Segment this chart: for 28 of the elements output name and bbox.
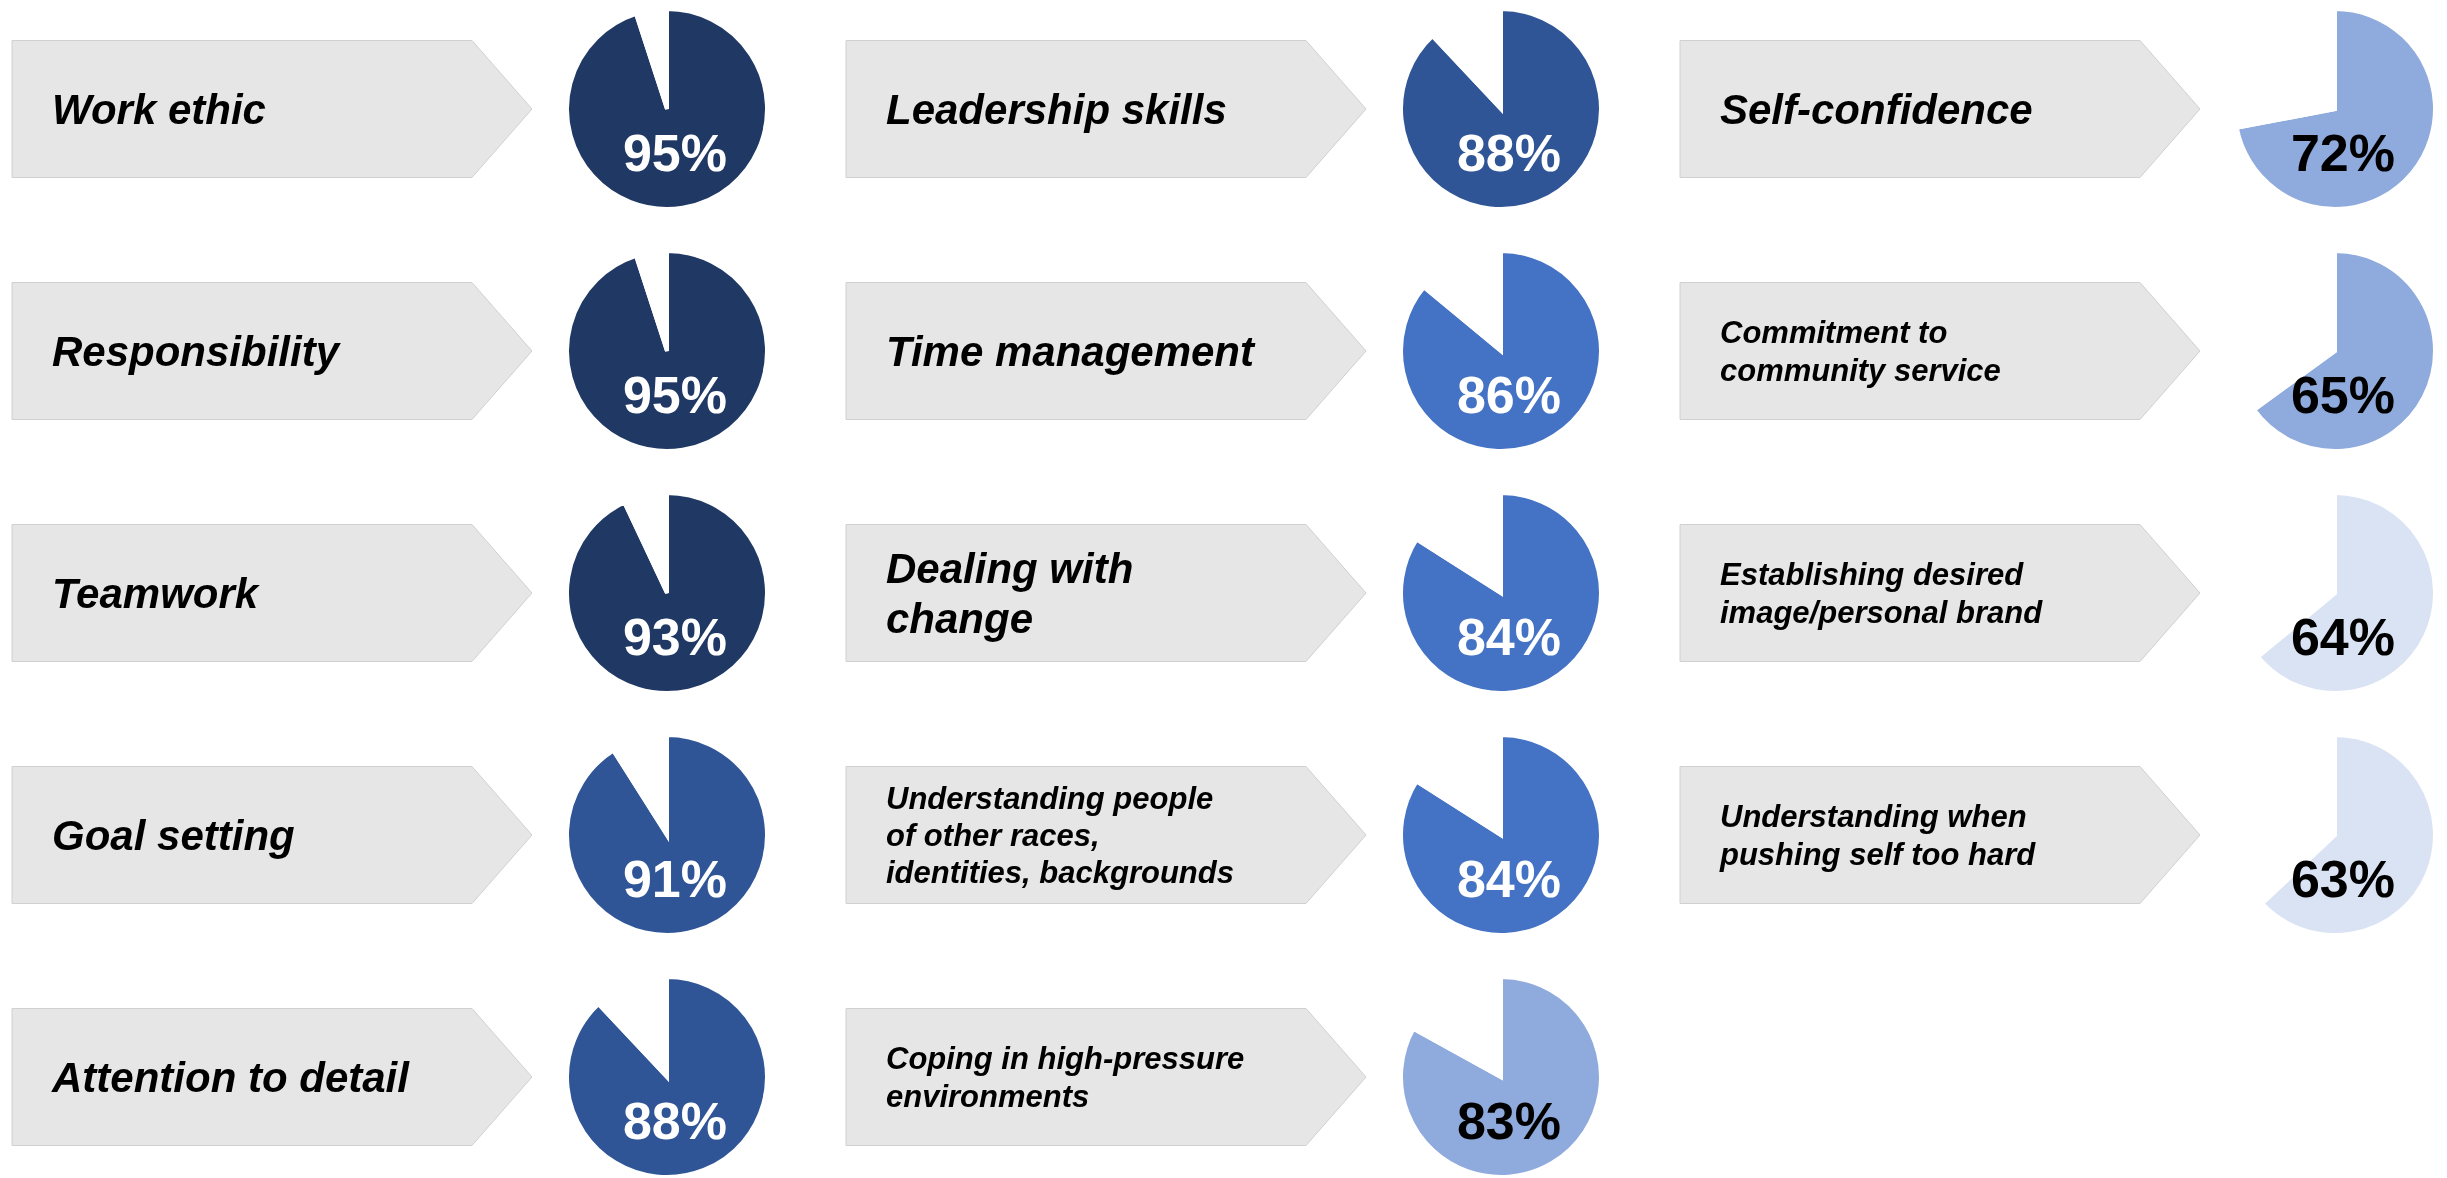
data-label: 83%	[1456, 1092, 1562, 1150]
data-label: 84%	[1456, 850, 1562, 908]
data-label: 95%	[622, 124, 728, 182]
data-label: 72%	[2290, 124, 2396, 182]
data-label: 88%	[622, 1092, 728, 1150]
text: Work ethic	[52, 85, 266, 133]
text: Teamwork	[52, 569, 261, 617]
text: Attention to detail	[51, 1053, 411, 1101]
data-label: 95%	[622, 366, 728, 424]
data-label: 91%	[622, 850, 728, 908]
text: Establishing desired image/personal brand	[1720, 556, 2044, 630]
data-label: 93%	[622, 608, 728, 666]
text: Dealing with change	[886, 544, 1134, 642]
data-label: 65%	[2290, 366, 2396, 424]
text: Responsibility	[52, 327, 342, 375]
text: Goal setting	[52, 811, 295, 859]
text: Coping in high-pressure environments	[886, 1040, 1245, 1114]
data-label: 84%	[1456, 608, 1562, 666]
text: Leadership skills	[886, 85, 1227, 133]
text: Understanding when pushing self too hard	[1719, 798, 2037, 872]
data-label: 88%	[1456, 124, 1562, 182]
data-label: 86%	[1456, 366, 1562, 424]
text: Time management	[886, 327, 1257, 375]
data-label: 64%	[2290, 608, 2396, 666]
text: Self-confidence	[1720, 85, 2033, 133]
data-label: 63%	[2290, 850, 2396, 908]
text: Understanding people of other races, identities, backgrounds	[886, 780, 1234, 890]
text: Commitment to community service	[1720, 314, 2001, 388]
